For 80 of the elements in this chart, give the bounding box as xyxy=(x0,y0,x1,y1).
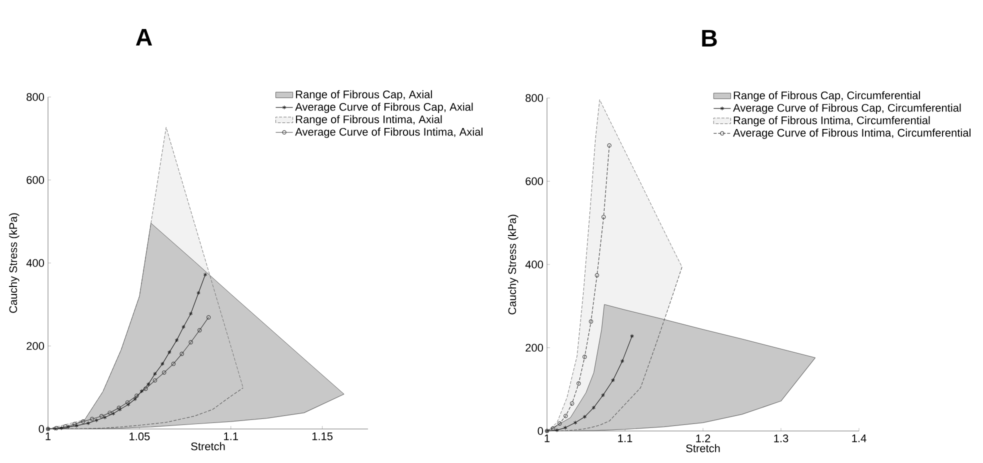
point xyxy=(86,421,90,426)
y-tick-label: 400 xyxy=(525,260,544,268)
legend-label: Average Curve of Fibrous Intima, Axial xyxy=(295,128,482,138)
x-tick-label: 1.2 xyxy=(696,434,710,442)
legend-label: Average Curve of Fibrous Cap, Circumferential xyxy=(733,104,961,114)
point xyxy=(582,414,587,419)
point xyxy=(555,428,559,432)
x-tick-label: 1.15 xyxy=(312,432,333,440)
point xyxy=(99,414,104,418)
point xyxy=(146,382,150,386)
y-tick-label: 400 xyxy=(26,259,44,267)
point xyxy=(160,362,164,366)
y-tick-label: 600 xyxy=(526,177,544,186)
point xyxy=(108,410,112,415)
point xyxy=(140,389,144,394)
legend-label: Range of Fibrous Cap, Axial xyxy=(296,90,432,100)
point xyxy=(144,386,148,391)
y-tick-label: 0 xyxy=(38,425,44,433)
x-tick-label: 1.1 xyxy=(224,432,238,440)
point xyxy=(182,324,186,329)
point xyxy=(196,290,200,295)
point xyxy=(188,312,193,316)
point xyxy=(588,319,594,324)
legend-label: Range of Fibrous Cap, Circumferential xyxy=(734,91,920,102)
point xyxy=(601,393,605,398)
point xyxy=(168,350,172,354)
point xyxy=(63,424,68,429)
point xyxy=(558,421,562,426)
point xyxy=(563,426,568,430)
point xyxy=(592,406,596,410)
y-tick-label: 800 xyxy=(26,93,44,101)
point xyxy=(133,397,137,402)
point xyxy=(134,394,139,398)
x-axis-title: Stretch xyxy=(686,444,720,452)
point xyxy=(66,424,70,430)
point xyxy=(60,426,64,430)
chart-title: B xyxy=(702,30,717,46)
point xyxy=(153,372,157,376)
y-tick-label: 600 xyxy=(26,176,44,184)
point xyxy=(564,414,568,418)
point xyxy=(570,401,574,406)
y-tick-label: 200 xyxy=(526,344,544,352)
point xyxy=(607,143,612,148)
x-tick-label: 1 xyxy=(46,432,51,440)
point xyxy=(594,273,600,278)
point xyxy=(103,415,107,420)
point xyxy=(171,362,176,366)
point xyxy=(576,381,581,386)
x-axis-title: Stretch xyxy=(191,442,225,450)
point xyxy=(162,370,166,375)
point xyxy=(573,420,578,425)
point xyxy=(611,378,615,382)
x-tick-label: 1 xyxy=(544,434,550,442)
point xyxy=(582,354,587,359)
point xyxy=(188,340,193,344)
legend-label: Average Curve of Fibrous Cap, Axial xyxy=(295,102,473,113)
point xyxy=(90,416,94,422)
point xyxy=(152,378,158,383)
legend-label: Range of Fibrous Intima, Circumferential xyxy=(734,116,930,126)
y-axis-title: Cauchy Stress (kPa) xyxy=(9,213,20,313)
x-tick-label: 1.4 xyxy=(852,434,866,442)
point xyxy=(111,412,116,416)
point xyxy=(198,328,202,332)
legend-label: Average Curve of Fibrous Intima, Circumferential xyxy=(733,128,970,139)
point xyxy=(550,426,556,431)
point xyxy=(180,352,184,356)
y-tick-label: 0 xyxy=(538,427,544,435)
point xyxy=(81,419,86,424)
x-tick-label: 1.1 xyxy=(618,434,632,442)
x-tick-label: 1.05 xyxy=(130,432,150,440)
point xyxy=(94,418,98,422)
chart-title: A xyxy=(136,28,152,46)
legend-label: Range of Fibrous Intima, Axial xyxy=(296,115,442,126)
point xyxy=(602,214,606,220)
point xyxy=(620,358,624,364)
x-tick-label: 1.3 xyxy=(774,434,788,442)
point xyxy=(174,338,179,342)
y-axis-title: Cauchy Stress (kPa) xyxy=(508,214,518,314)
y-tick-label: 200 xyxy=(26,342,44,350)
y-tick-label: 800 xyxy=(526,94,544,102)
